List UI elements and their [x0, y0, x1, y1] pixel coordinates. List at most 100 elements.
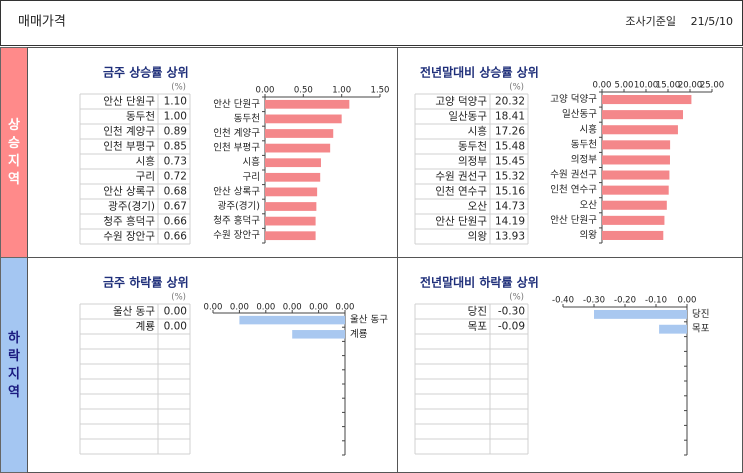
table-value: -0.30: [498, 306, 525, 318]
table-name: 안산 단원구: [435, 216, 487, 228]
bar: [265, 231, 316, 241]
table-name: 의정부: [458, 156, 487, 168]
bar: [265, 129, 334, 138]
category-label: 울산 동구: [350, 315, 388, 326]
category-label: 수원 장안구: [213, 230, 260, 241]
section-fall: [0, 257, 28, 473]
header-title: 매매가격: [18, 15, 66, 30]
x-tick-label: 15.00: [656, 81, 680, 91]
x-tick-label: -0.20: [614, 296, 636, 306]
category-label: 안산 단원구: [213, 99, 260, 110]
table-name: 수원 권선구: [435, 171, 487, 183]
category-label: 구리: [243, 172, 260, 183]
x-tick-label: 0.00: [256, 303, 275, 313]
table-value: 0.89: [164, 126, 187, 138]
category-label: 안산 상록구: [213, 186, 260, 197]
bar: [265, 99, 350, 109]
table-name: 시흥: [468, 125, 488, 138]
table-value: 18.41: [495, 111, 525, 123]
table-value: 14.19: [495, 216, 525, 228]
table-value: 1.00: [164, 111, 187, 123]
table-name: 울산 동구: [113, 306, 155, 318]
bar: [602, 215, 665, 225]
bar: [265, 202, 317, 211]
x-tick-label: 1.50: [371, 86, 390, 96]
table-name: 수원 장안구: [103, 231, 155, 243]
bar: [594, 309, 687, 319]
table-name: 당진: [468, 306, 487, 318]
table-value: 0.00: [164, 321, 187, 333]
table-name: 동두천: [458, 141, 487, 153]
header-box: [0, 0, 743, 46]
unit-label: (%): [509, 293, 524, 303]
table-name: 광주(경기): [108, 200, 155, 213]
bar: [659, 324, 687, 334]
bar: [602, 140, 671, 150]
bar: [265, 172, 321, 182]
table-value: 0.67: [164, 201, 187, 213]
table-value: 17.26: [495, 126, 525, 138]
bar: [602, 95, 692, 105]
unit-label: (%): [171, 293, 186, 303]
table-name: 인천 부평구: [103, 141, 155, 153]
panel: [397, 257, 743, 473]
x-tick-label: -0.40: [552, 296, 574, 306]
unit-label: (%): [509, 83, 524, 93]
x-tick-label: 0.00: [256, 86, 275, 96]
panel-title: 금주 하락률 상위: [103, 275, 189, 290]
unit-label: (%): [171, 83, 186, 93]
table-value: -0.09: [498, 321, 525, 333]
x-tick-label: -0.30: [583, 296, 605, 306]
date-label: 조사기준일: [625, 14, 676, 28]
x-tick-label: 25.00: [700, 81, 724, 91]
panel: [397, 47, 743, 258]
table-value: 20.32: [495, 96, 525, 108]
table-value: 15.45: [495, 156, 525, 168]
bar: [265, 158, 321, 168]
x-tick-label: 5.00: [615, 81, 634, 91]
category-label: 수원 권선구: [550, 169, 597, 181]
bar: [602, 200, 667, 210]
table-name: 청주 흥덕구: [103, 215, 155, 228]
bar: [602, 155, 670, 165]
table-name: 계룡: [136, 321, 156, 333]
x-tick-label: -0.10: [645, 296, 667, 306]
x-tick-label: 0.00: [309, 303, 328, 313]
table-value: 15.32: [495, 171, 525, 183]
table-name: 안산 단원구: [103, 96, 155, 108]
table-value: 0.66: [164, 216, 188, 228]
bar: [292, 330, 345, 339]
category-label: 고양 덕양구: [550, 94, 597, 105]
x-tick-label: 0.00: [678, 296, 697, 306]
bar: [265, 114, 342, 124]
table-value: 0.66: [164, 231, 188, 243]
table-value: 1.10: [164, 96, 187, 108]
bar: [265, 143, 331, 153]
panel: [27, 47, 398, 258]
table-name: 인천 계양구: [103, 126, 155, 138]
bar: [602, 230, 664, 240]
panel: [27, 257, 398, 473]
bar: [602, 185, 669, 195]
table-name: 인천 연수구: [435, 186, 487, 198]
panel-title: 전년말대비 상승률 상위: [420, 65, 539, 80]
category-label: 목포: [692, 324, 710, 335]
bar: [239, 315, 345, 325]
bar: [265, 187, 318, 197]
category-label: 시흥: [580, 123, 598, 135]
x-tick-label: 0.00: [336, 303, 355, 313]
category-label: 의왕: [580, 230, 598, 241]
category-label: 의정부: [571, 154, 597, 165]
bar: [602, 170, 670, 180]
category-label: 동두천: [571, 139, 597, 150]
table-value: 0.73: [164, 156, 187, 168]
table-name: 일산동구: [448, 110, 487, 123]
category-label: 인천 연수구: [550, 185, 597, 196]
table-name: 동두천: [126, 111, 155, 123]
table-value: 15.48: [495, 141, 525, 153]
x-tick-label: 0.00: [230, 303, 249, 313]
x-tick-label: 10.00: [634, 81, 658, 91]
